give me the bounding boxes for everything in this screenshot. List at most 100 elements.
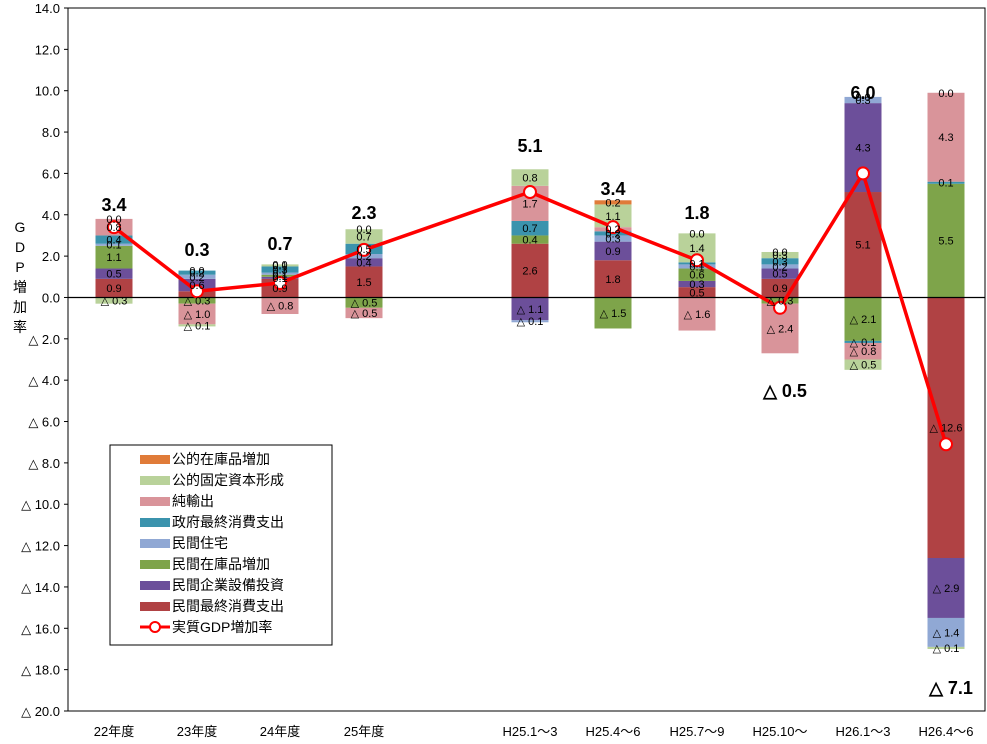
bar-segment	[844, 359, 882, 370]
segment-label: 0.3	[855, 95, 870, 107]
bar-segment	[261, 266, 299, 273]
segment-label: 0.4	[522, 235, 537, 247]
x-category-label: H26.1～3	[836, 724, 891, 739]
y-axis-title-char: 加	[13, 299, 27, 315]
legend-label: 政府最終消費支出	[172, 514, 284, 530]
bar-segment	[511, 320, 549, 323]
bar-segment	[594, 241, 632, 261]
segment-label: 0.2	[189, 268, 204, 280]
segment-label: 0.0	[189, 266, 204, 278]
bar-segment	[927, 181, 965, 184]
segment-label: 4.3	[938, 132, 953, 144]
bar-segment	[927, 617, 965, 647]
legend-swatch	[140, 518, 170, 527]
segment-label: 0.3	[772, 250, 787, 262]
segment-label: △ 0.3	[767, 296, 794, 308]
bar-segment	[594, 260, 632, 298]
y-tick-label: 0.0	[42, 290, 60, 305]
y-tick-label: 2.0	[42, 249, 60, 264]
bar-segment	[345, 297, 383, 308]
segment-label: 1.8	[605, 274, 620, 286]
segment-label: 1.1	[605, 211, 620, 223]
segment-label: 0.0	[689, 228, 704, 240]
segment-label: △ 0.8	[267, 301, 294, 313]
segment-label: △ 2.9	[933, 583, 960, 595]
segment-label: △ 0.1	[850, 337, 877, 349]
y-tick-label: △ 18.0	[21, 663, 60, 678]
bar-segment	[678, 268, 716, 281]
segment-label: 0.0	[356, 224, 371, 236]
segment-label: △ 1.6	[684, 309, 711, 321]
segment-label: △ 0.8	[850, 346, 877, 358]
bar-segment	[761, 251, 799, 259]
segment-label: 0.9	[272, 283, 287, 295]
legend-swatch	[140, 539, 170, 548]
y-axis-title-char: D	[15, 239, 25, 255]
gdp-growth-marker	[357, 242, 371, 257]
segment-label: 0.1	[938, 178, 953, 190]
bar-segment	[261, 297, 299, 315]
y-tick-label: 14.0	[35, 1, 60, 16]
gdp-growth-value: 0.7	[267, 234, 292, 254]
segment-label: △ 0.5	[351, 308, 378, 320]
segment-label: 0.4	[106, 235, 121, 247]
segment-label: △ 1.4	[933, 627, 960, 639]
segment-label: 1.4	[689, 243, 704, 255]
segment-label: 0.0	[855, 92, 870, 104]
bar-segment	[927, 646, 965, 649]
legend-label: 実質GDP増加率	[172, 619, 272, 635]
gdp-growth-marker	[523, 185, 537, 200]
y-tick-label: △ 20.0	[21, 704, 60, 719]
bar-segment	[178, 297, 216, 304]
bar-segment	[261, 274, 299, 277]
bar-segment	[178, 270, 216, 275]
segment-label: 4.3	[855, 143, 870, 155]
segment-label: 0.6	[189, 280, 204, 292]
bar-segment	[594, 235, 632, 242]
bar-segment	[927, 183, 965, 298]
segment-label: 0.1	[272, 260, 287, 272]
segment-label: △ 0.5	[351, 298, 378, 310]
bar-segment	[511, 297, 549, 321]
bar-segment	[927, 92, 965, 182]
legend-label: 民間住宅	[172, 535, 228, 551]
segment-label: 0.8	[106, 222, 121, 234]
x-axis-categories: 22年度 23年度 24年度 25年度 H25.1～3 H25.4～6 H25.7～9 H25…	[94, 724, 974, 739]
bar-segment	[594, 297, 632, 329]
gdp-growth-marker	[856, 166, 870, 181]
segment-label: 0.9	[106, 283, 121, 295]
y-tick-label: △ 6.0	[28, 415, 60, 430]
segment-label: △ 0.3	[101, 296, 128, 308]
y-tick-label: △ 16.0	[21, 621, 60, 636]
x-category-label: H25.7～9	[670, 724, 725, 739]
legend-label: 民間最終消費支出	[172, 598, 284, 614]
bar-segment	[95, 278, 133, 298]
segment-label: △ 0.1	[184, 320, 211, 332]
legend-swatch	[140, 602, 170, 611]
gdp-growth-marker	[939, 437, 953, 452]
gdp-growth-line	[107, 166, 953, 452]
y-tick-label: △ 8.0	[28, 456, 60, 471]
gdp-growth-value: △ 0.5	[762, 381, 807, 401]
segment-label: △ 1.5	[600, 308, 627, 320]
segment-label: △ 0.3	[184, 296, 211, 308]
segment-label: △ 1.1	[517, 304, 544, 316]
bar-segment	[261, 264, 299, 267]
segment-label: 0.5	[689, 287, 704, 299]
bar-segment	[178, 324, 216, 327]
segment-label: 0.2	[189, 272, 204, 284]
legend-swatch	[140, 476, 170, 485]
bar-segment	[178, 274, 216, 279]
gdp-growth-marker	[273, 275, 287, 290]
gdp-growth-value: 5.1	[517, 136, 542, 156]
segment-label: 0.0	[938, 88, 953, 100]
bar-segment	[678, 297, 716, 331]
segment-label: 0.9	[772, 283, 787, 295]
bar-segment	[95, 268, 133, 279]
y-tick-label: △ 12.0	[21, 539, 60, 554]
segment-label: 0.3	[689, 279, 704, 291]
bar-segment	[95, 297, 133, 304]
segment-label: 0.5	[356, 244, 371, 256]
plot-frame	[67, 7, 986, 712]
